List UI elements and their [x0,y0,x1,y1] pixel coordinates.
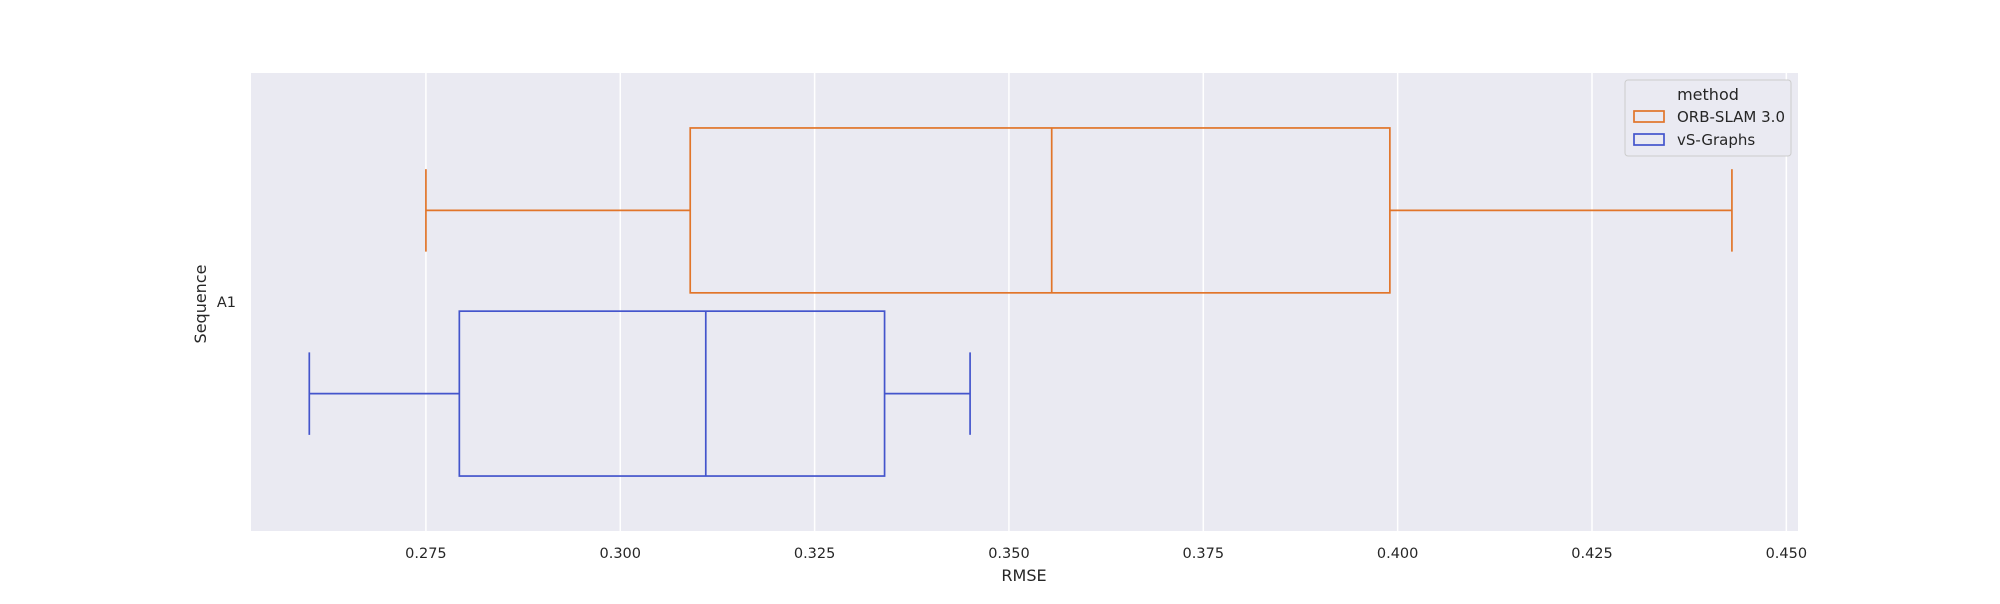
x-axis-label: RMSE [1001,566,1046,585]
x-tick-label: 0.300 [600,546,642,562]
legend: method ORB-SLAM 3.0 vS-Graphs [1624,79,1792,157]
x-tick-labels: 0.275 0.300 0.325 0.350 0.375 0.400 0.425 0.450 [405,546,1807,562]
legend-entry-label: ORB-SLAM 3.0 [1677,108,1785,126]
x-tick-label: 0.350 [988,546,1030,562]
grid-lines [425,73,1788,531]
legend-entry-label: vS-Graphs [1677,131,1755,149]
box-iqr [458,310,886,477]
y-tick-label: A1 [217,295,236,311]
legend-swatch [1633,133,1665,146]
legend-title: method [1677,85,1739,104]
x-tick-label: 0.425 [1571,546,1613,562]
boxes [308,127,1733,477]
box-orb-slam-3-0 [425,127,1733,294]
box-iqr [689,127,1391,294]
x-tick-label: 0.375 [1183,546,1225,562]
x-tick-label: 0.450 [1766,546,1808,562]
plot-area-background [251,73,1798,531]
legend-frame [1624,79,1792,157]
legend-swatch [1633,110,1665,123]
y-tick-labels: A1 [217,295,236,311]
box-vs-graphs [308,310,971,477]
x-tick-label: 0.400 [1377,546,1419,562]
y-axis-label: Sequence [191,265,210,344]
x-tick-label: 0.325 [794,546,836,562]
x-tick-label: 0.275 [405,546,447,562]
